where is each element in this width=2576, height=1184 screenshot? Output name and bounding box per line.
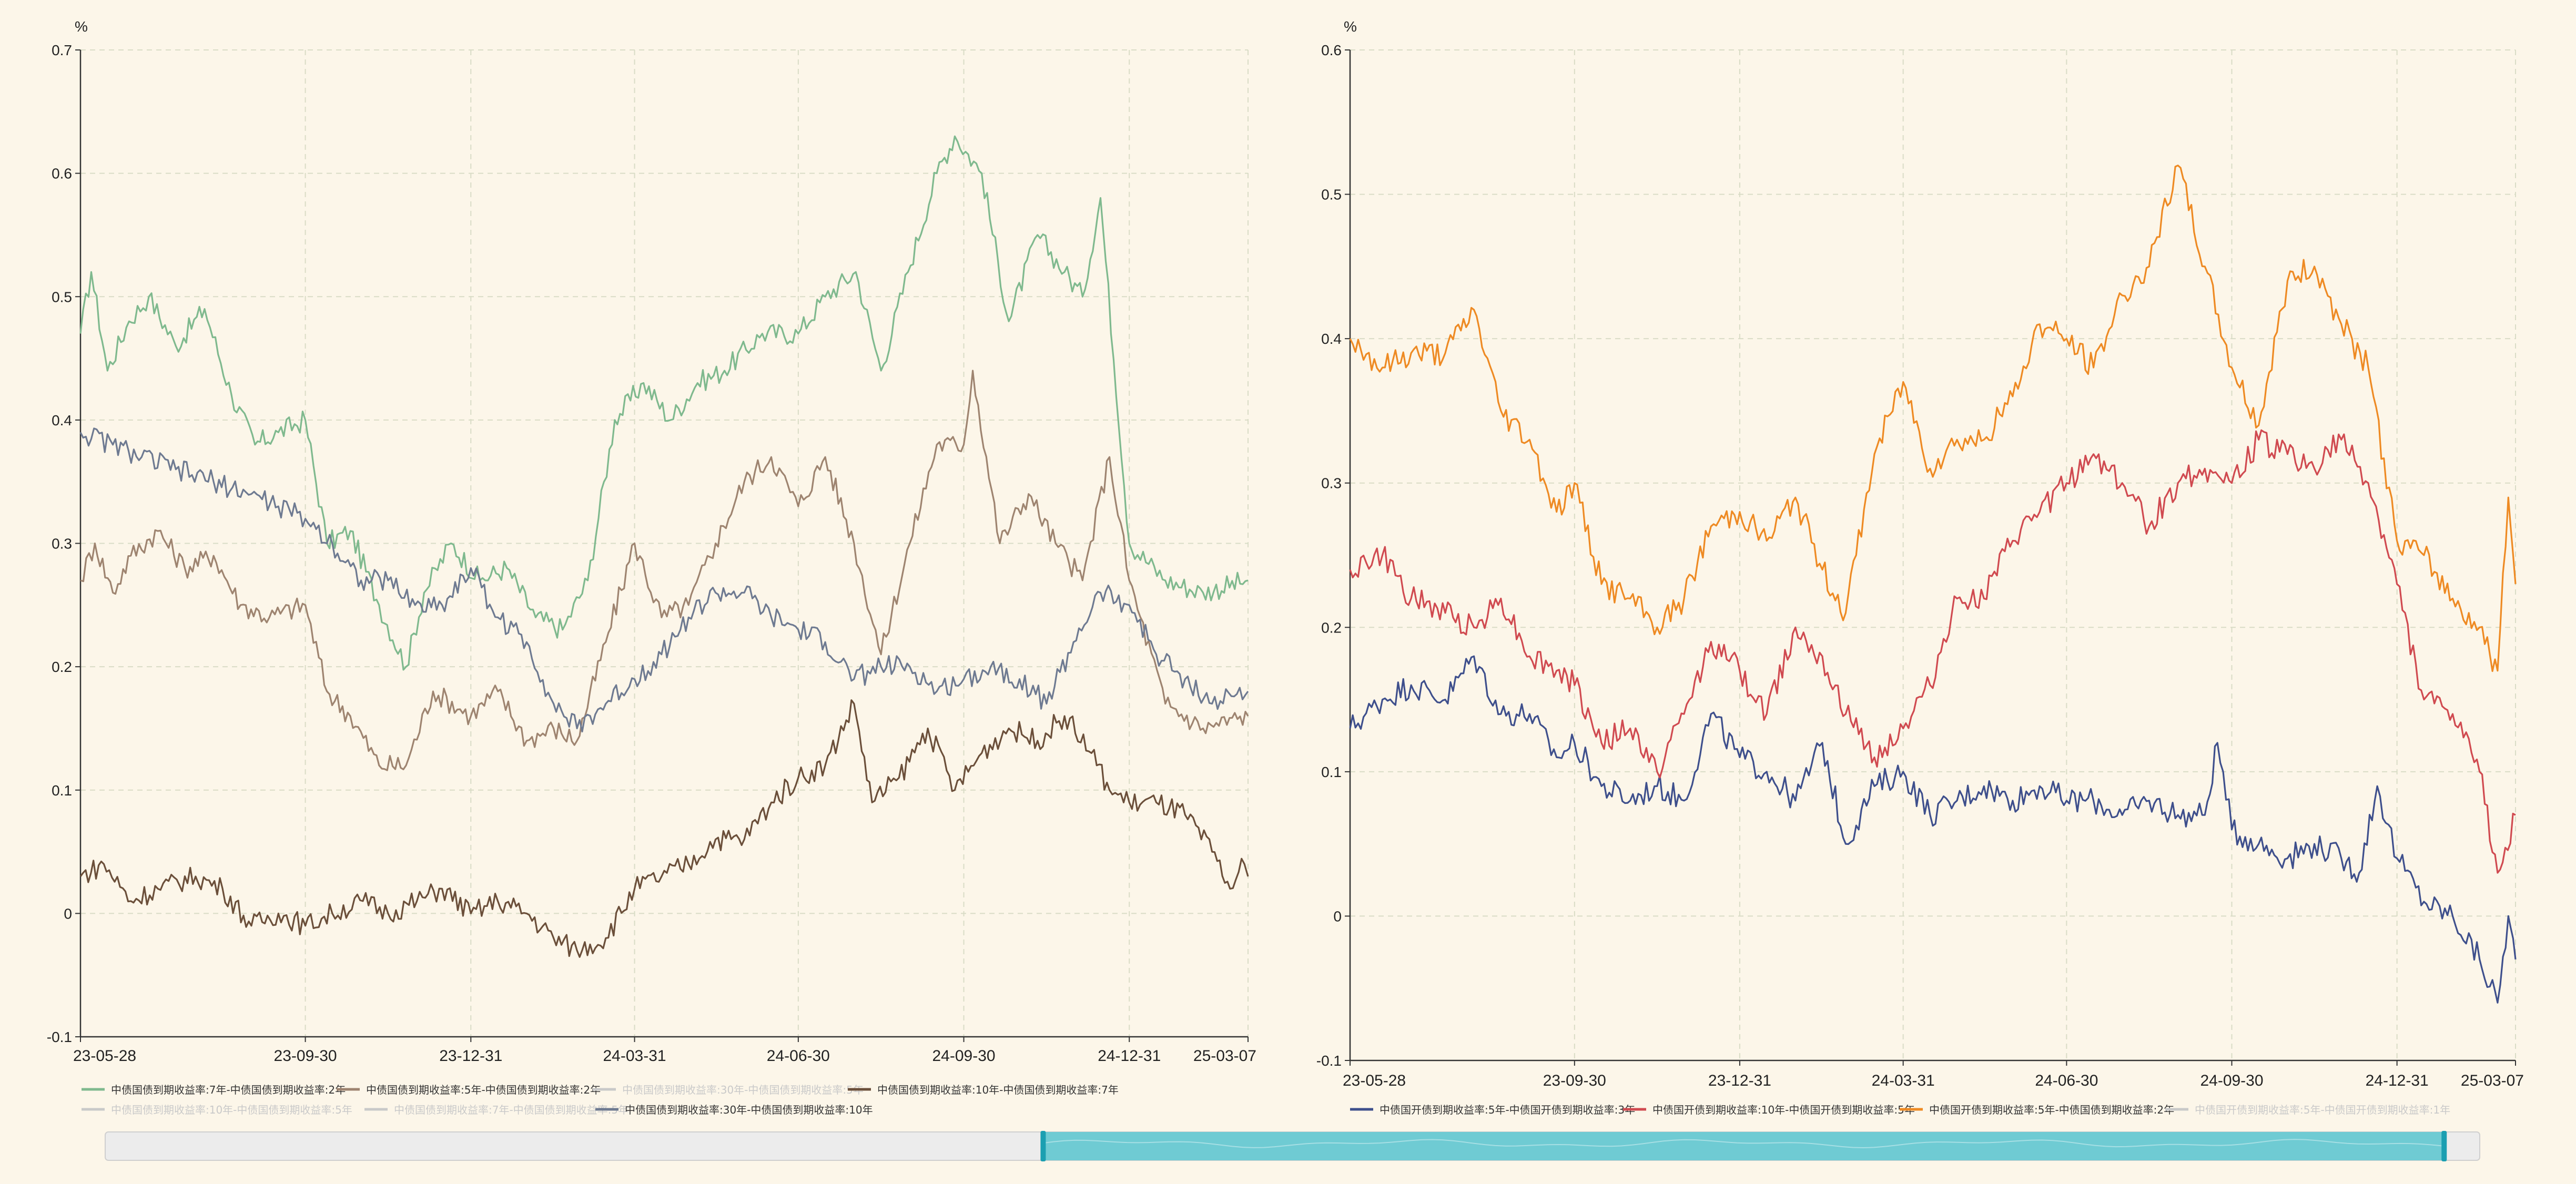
legend-item-3[interactable]: 中债国开债到期收益率:5年-中债国债到期收益率:2年 bbox=[1900, 1104, 2174, 1116]
legend-label[interactable]: 中债国债到期收益率:5年-中债国债到期收益率:2年 bbox=[366, 1084, 601, 1096]
x-axis-tick-label: 23-12-31 bbox=[1708, 1072, 1771, 1089]
legend-item-1[interactable]: 中债国债到期收益率:7年-中债国债到期收益率:2年 bbox=[82, 1084, 346, 1096]
x-axis-tick-label: 24-03-31 bbox=[603, 1047, 666, 1065]
series-line-2 bbox=[1349, 429, 2516, 874]
series-line-3 bbox=[1349, 165, 2517, 672]
legend-label[interactable]: 中债国开债到期收益率:5年-中债国开债到期收益率:1年 bbox=[2195, 1104, 2450, 1116]
x-axis-tick-label: 24-09-30 bbox=[932, 1047, 995, 1065]
legend-item-7[interactable]: 中债国债到期收益率:30年-中债国债到期收益率:10年 bbox=[595, 1104, 873, 1116]
x-axis-tick-label: 23-09-30 bbox=[274, 1047, 337, 1065]
series-line-1 bbox=[79, 135, 1249, 671]
x-axis-tick-label: 23-05-28 bbox=[73, 1047, 136, 1065]
y-axis-tick-label: 0.6 bbox=[1321, 42, 1342, 58]
y-axis-unit-label: % bbox=[1344, 18, 1357, 35]
y-axis-tick-label: 0.2 bbox=[1321, 619, 1342, 636]
legend-item-5[interactable]: 中债国债到期收益率:10年-中债国债到期收益率:5年 bbox=[82, 1104, 352, 1116]
legend-item-4[interactable]: 中债国债到期收益率:10年-中债国债到期收益率:7年 bbox=[848, 1084, 1119, 1096]
left-chart: % -0.1 0 0.1 0.2 0.3 0.4 0.5 0.6 0.7 23-05-28 23-09… bbox=[47, 18, 1256, 1116]
legend-label[interactable]: 中债国债到期收益率:7年-中债国债到期收益率:5年 bbox=[394, 1104, 628, 1116]
y-axis-tick-label: 0.2 bbox=[52, 659, 72, 675]
series-line-2 bbox=[80, 370, 1249, 771]
x-axis-tick-label: 24-03-31 bbox=[1872, 1072, 1935, 1089]
x-axis-tick-label: 24-09-30 bbox=[2200, 1072, 2263, 1089]
legend-label[interactable]: 中债国债到期收益率:7年-中债国债到期收益率:2年 bbox=[111, 1084, 346, 1096]
legend-label[interactable]: 中债国债到期收益率:30年-中债国债到期收益率:10年 bbox=[625, 1104, 873, 1116]
x-axis-tick-label: 24-12-31 bbox=[1098, 1047, 1161, 1065]
y-axis-tick-label: 0.6 bbox=[52, 166, 72, 182]
legend-label[interactable]: 中债国债到期收益率:10年-中债国债到期收益率:7年 bbox=[877, 1084, 1119, 1096]
y-axis-unit-label: % bbox=[75, 18, 88, 35]
series-line-4 bbox=[79, 699, 1249, 958]
legend-item-1[interactable]: 中债国开债到期收益率:5年-中债国开债到期收益率:3年 bbox=[1350, 1104, 1635, 1116]
legend-label[interactable]: 中债国债到期收益率:30年-中债国债到期收益率:5年 bbox=[622, 1084, 864, 1096]
x-axis-tick-label: 23-09-30 bbox=[1543, 1072, 1606, 1089]
x-axis-tick-label: 24-06-30 bbox=[767, 1047, 830, 1065]
x-axis-tick-label: 24-06-30 bbox=[2035, 1072, 2098, 1089]
series-line-1 bbox=[1349, 655, 2517, 1004]
y-axis-tick-label: 0.7 bbox=[52, 42, 72, 58]
legend-item-4[interactable]: 中债国开债到期收益率:5年-中债国开债到期收益率:1年 bbox=[2165, 1104, 2450, 1116]
y-axis-tick-label: -0.1 bbox=[1316, 1053, 1342, 1069]
y-axis-tick-label: 0 bbox=[1333, 908, 1342, 924]
legend-label[interactable]: 中债国开债到期收益率:10年-中债国开债到期收益率:5年 bbox=[1652, 1104, 1915, 1116]
x-axis-tick-label: 25-03-07 bbox=[2461, 1072, 2524, 1089]
x-axis-tick-label: 23-12-31 bbox=[439, 1047, 502, 1065]
legend-item-6[interactable]: 中债国债到期收益率:7年-中债国债到期收益率:5年 bbox=[364, 1104, 628, 1116]
legend-item-3[interactable]: 中债国债到期收益率:30年-中债国债到期收益率:5年 bbox=[593, 1084, 864, 1096]
slider-handle-start[interactable] bbox=[1040, 1131, 1046, 1161]
y-axis-tick-label: 0.1 bbox=[1321, 764, 1342, 780]
x-axis-tick-label: 23-05-28 bbox=[1343, 1072, 1406, 1089]
y-axis-tick-label: 0 bbox=[64, 905, 72, 922]
legend-item-2[interactable]: 中债国开债到期收益率:10年-中债国开债到期收益率:5年 bbox=[1623, 1104, 1915, 1116]
series-line-7 bbox=[79, 427, 1249, 733]
y-axis-tick-label: 0.5 bbox=[1321, 187, 1342, 203]
legend-label[interactable]: 中债国开债到期收益率:5年-中债国债到期收益率:2年 bbox=[1929, 1104, 2174, 1116]
y-axis-tick-label: 0.5 bbox=[52, 289, 72, 305]
y-axis-tick-label: 0.4 bbox=[1321, 331, 1342, 347]
y-axis-tick-label: 0.3 bbox=[1321, 475, 1342, 492]
slider-selected-range[interactable] bbox=[1043, 1132, 2445, 1160]
legend-item-2[interactable]: 中债国债到期收益率:5年-中债国债到期收益率:2年 bbox=[337, 1084, 601, 1096]
legend-label[interactable]: 中债国债到期收益率:10年-中债国债到期收益率:5年 bbox=[111, 1104, 352, 1116]
y-axis-tick-label: 0.1 bbox=[52, 782, 72, 799]
right-chart: % -0.1 0 0.1 0.2 0.3 0.4 0.5 0.6 23-05-28 23-09-30… bbox=[1316, 18, 2524, 1116]
y-axis-tick-label: 0.3 bbox=[52, 536, 72, 552]
x-axis-tick-label: 25-03-07 bbox=[1193, 1047, 1256, 1065]
y-axis-tick-label: 0.4 bbox=[52, 412, 72, 428]
y-axis-tick-label: -0.1 bbox=[47, 1029, 72, 1045]
slider-preview-line bbox=[1042, 1139, 2442, 1149]
legend-label[interactable]: 中债国开债到期收益率:5年-中债国开债到期收益率:3年 bbox=[1380, 1104, 1635, 1116]
slider-handle-end[interactable] bbox=[2441, 1131, 2447, 1161]
x-axis-tick-label: 24-12-31 bbox=[2366, 1072, 2429, 1089]
data-zoom-slider[interactable] bbox=[105, 1131, 2480, 1161]
